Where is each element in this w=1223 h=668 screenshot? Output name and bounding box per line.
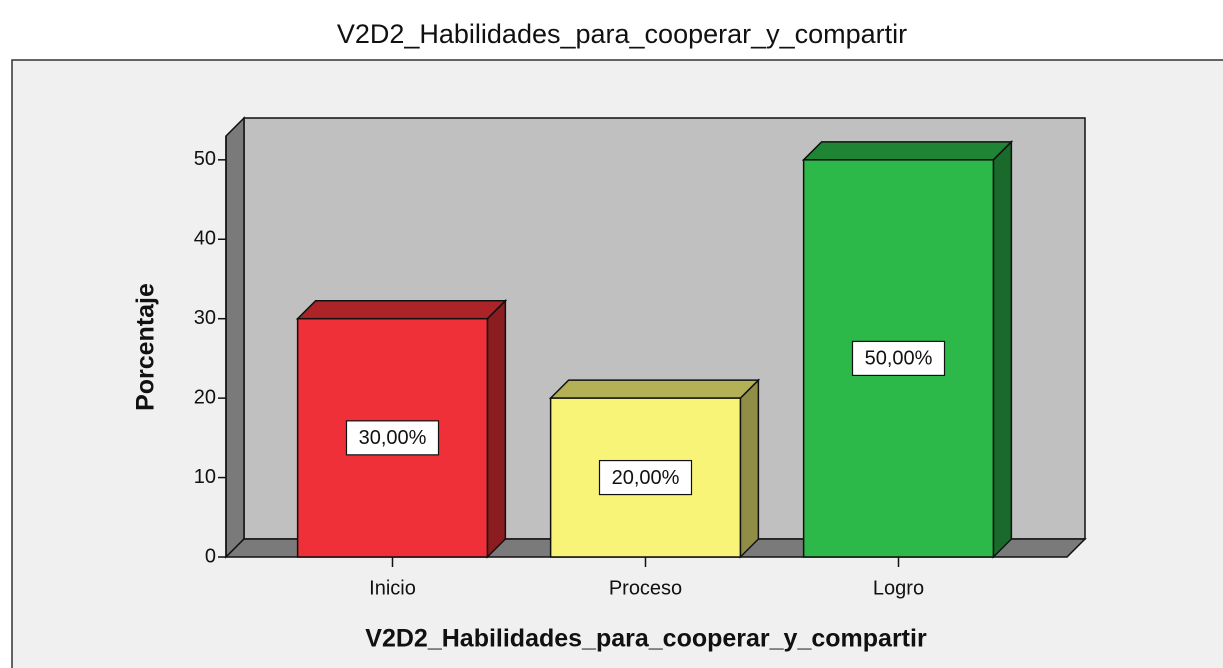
y-tick-label: 50 xyxy=(194,148,216,170)
value-label: 30,00% xyxy=(359,427,427,449)
value-label: 20,00% xyxy=(612,467,680,489)
y-axis-title: Porcentaje xyxy=(132,283,160,411)
y-tick-label: 30 xyxy=(194,307,216,329)
value-label-box xyxy=(345,420,440,456)
y-tick-label: 10 xyxy=(194,466,216,488)
bar-top xyxy=(801,141,1014,161)
bar-side xyxy=(739,378,760,559)
y-tick-label: 40 xyxy=(194,228,216,250)
bar-top xyxy=(548,379,761,399)
y-tick-label: 20 xyxy=(194,386,216,408)
value-label: 50,00% xyxy=(865,348,933,370)
chart-title: V2D2_Habilidades_para_cooperar_y_compart… xyxy=(337,19,907,49)
bar-side xyxy=(992,140,1013,559)
x-tick-label: Inicio xyxy=(369,577,416,599)
x-tick-label: Proceso xyxy=(609,577,682,599)
value-label-box xyxy=(851,340,946,377)
bar-top xyxy=(295,299,508,320)
x-axis-title: V2D2_Habilidades_para_cooperar_y_compart… xyxy=(365,625,927,653)
value-label-box xyxy=(598,459,693,496)
bar-side xyxy=(486,298,507,559)
y-tick-label: 0 xyxy=(205,545,216,567)
x-tick-label: Logro xyxy=(873,577,924,599)
left-wall xyxy=(225,116,245,559)
